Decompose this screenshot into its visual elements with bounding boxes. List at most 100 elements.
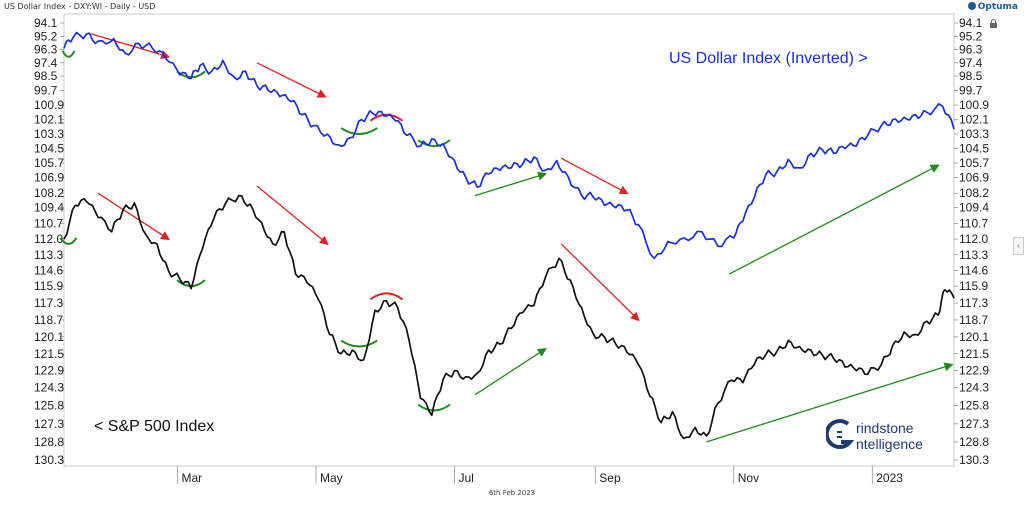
y-tick-label-right: 118.7 xyxy=(959,313,988,327)
chart-header-title: US Dollar Index - DXY:WI - Daily - USD xyxy=(4,2,156,11)
y-tick-label-right: 97.4 xyxy=(959,56,983,70)
chart-series xyxy=(63,31,955,440)
optuma-icon xyxy=(967,2,976,10)
footer-date: 6th Feb 2023 xyxy=(488,489,536,497)
y-tick-label-right: 114.6 xyxy=(959,263,988,277)
x-tick-label: 2023 xyxy=(876,471,903,485)
y-tick-label-right: 109.4 xyxy=(959,201,989,215)
down-trend-arrow xyxy=(256,62,327,98)
y-tick-label-left: 114.6 xyxy=(34,263,63,277)
support-arc xyxy=(417,139,451,148)
support-arc xyxy=(340,339,378,348)
y-tick-label-left: 95.2 xyxy=(34,29,58,43)
y-tick-label-left: 112.0 xyxy=(34,232,63,246)
y-tick-label-left: 100.9 xyxy=(34,98,64,112)
plot-frame xyxy=(63,13,955,467)
x-tick-label: Sep xyxy=(599,471,621,485)
x-tick-label: May xyxy=(320,471,343,485)
sp500-index-line xyxy=(63,194,955,440)
y-tick-label-right: 113.3 xyxy=(959,248,988,262)
y-tick-label-right: 99.7 xyxy=(959,84,983,98)
y-tick-label-left: 125.8 xyxy=(34,399,64,413)
y-tick-label-right: 130.3 xyxy=(959,453,989,467)
brand-name: Optuma xyxy=(977,2,1018,12)
y-tick-label-right: 105.7 xyxy=(959,156,989,170)
y-tick-label-left: 110.7 xyxy=(34,216,63,230)
side-panel-toggle[interactable]: ‹ xyxy=(1013,237,1024,255)
up-trend-arrow xyxy=(474,347,547,396)
y-tick-label-right: 100.9 xyxy=(959,98,989,112)
y-tick-label-left: 121.5 xyxy=(34,347,64,361)
y-tick-label-left: 115.9 xyxy=(34,279,63,293)
up-trend-arrow xyxy=(706,362,954,443)
y-tick-label-left: 122.9 xyxy=(34,364,64,378)
y-tick-label-left: 109.4 xyxy=(34,201,64,215)
y-tick-label-left: 102.1 xyxy=(34,113,64,127)
y-tick-label-left: 99.7 xyxy=(34,84,58,98)
y-tick-label-right: 96.3 xyxy=(959,43,983,57)
grindstone-g-logo-icon xyxy=(826,419,855,450)
support-arc xyxy=(340,127,378,136)
y-tick-label-left: 128.8 xyxy=(34,435,64,449)
x-axis: Mar May Jul Sep Nov 2023 xyxy=(177,466,903,485)
lock-icon[interactable] xyxy=(989,19,998,28)
x-tick-label: Mar xyxy=(182,471,203,485)
logo-text-line1: rindstone xyxy=(856,420,914,436)
down-trend-arrow xyxy=(256,185,329,246)
y-tick-label-right: 125.8 xyxy=(959,399,989,413)
y-tick-label-left: 103.3 xyxy=(34,127,64,141)
y-tick-label-right: 127.3 xyxy=(959,417,989,431)
y-tick-label-right: 122.9 xyxy=(959,364,989,378)
y-tick-label-left: 106.9 xyxy=(34,171,64,185)
y-tick-label-left: 113.3 xyxy=(34,248,63,262)
y-tick-label-right: 108.2 xyxy=(959,186,989,200)
resistance-arc xyxy=(369,292,403,301)
y-tick-label-left: 97.4 xyxy=(34,56,58,70)
x-tick-label: Jul xyxy=(459,471,474,485)
y-tick-label-right: 115.9 xyxy=(959,279,988,293)
y-tick-label-right: 112.0 xyxy=(959,232,988,246)
logo-text-line2: ntelligence xyxy=(856,436,923,452)
y-tick-label-left: 130.3 xyxy=(34,453,64,467)
y-tick-label-right: 103.3 xyxy=(959,127,989,141)
y-tick-label-left: 120.1 xyxy=(34,330,64,344)
y-tick-label-right: 110.7 xyxy=(959,216,988,230)
support-arc xyxy=(417,403,451,412)
y-tick-label-left: 96.3 xyxy=(34,43,58,57)
y-tick-label-right: 120.1 xyxy=(959,330,989,344)
y-tick-label-left: 117.3 xyxy=(34,296,63,310)
up-trend-arrow xyxy=(474,171,548,197)
y-tick-label-left: 124.3 xyxy=(34,381,64,395)
y-tick-label-right: 104.5 xyxy=(959,142,989,156)
brand-logo: Optuma xyxy=(967,2,1018,12)
y-axis-left: 94.195.296.397.498.599.7100.9102.1103.31… xyxy=(34,16,64,467)
y-tick-label-right: 98.5 xyxy=(959,69,983,83)
y-tick-label-left: 118.7 xyxy=(34,313,63,327)
y-tick-label-left: 94.1 xyxy=(34,16,58,30)
y-tick-label-right: 121.5 xyxy=(959,347,989,361)
down-trend-arrow xyxy=(97,192,170,241)
down-trend-arrow xyxy=(560,157,629,195)
up-trend-arrow xyxy=(728,164,940,275)
y-tick-label-left: 104.5 xyxy=(34,142,64,156)
x-tick-label: Nov xyxy=(738,471,759,485)
y-tick-label-right: 106.9 xyxy=(959,171,989,185)
y-tick-label-left: 127.3 xyxy=(34,417,64,431)
y-tick-label-right: 128.8 xyxy=(959,435,989,449)
down-trend-arrow xyxy=(560,243,640,322)
y-tick-label-right: 94.1 xyxy=(959,16,983,30)
resistance-arc xyxy=(369,113,403,122)
usd-series-label: US Dollar Index (Inverted) > xyxy=(669,50,868,67)
y-tick-label-right: 124.3 xyxy=(959,381,989,395)
y-tick-label-right: 95.2 xyxy=(959,29,983,43)
y-tick-label-left: 108.2 xyxy=(34,186,64,200)
y-tick-label-left: 105.7 xyxy=(34,156,64,170)
y-tick-label-left: 98.5 xyxy=(34,69,58,83)
grindstone-logo: rindstone ntelligence xyxy=(826,418,946,458)
y-tick-label-right: 117.3 xyxy=(959,296,988,310)
support-arc xyxy=(61,50,76,58)
support-arc xyxy=(59,237,78,245)
